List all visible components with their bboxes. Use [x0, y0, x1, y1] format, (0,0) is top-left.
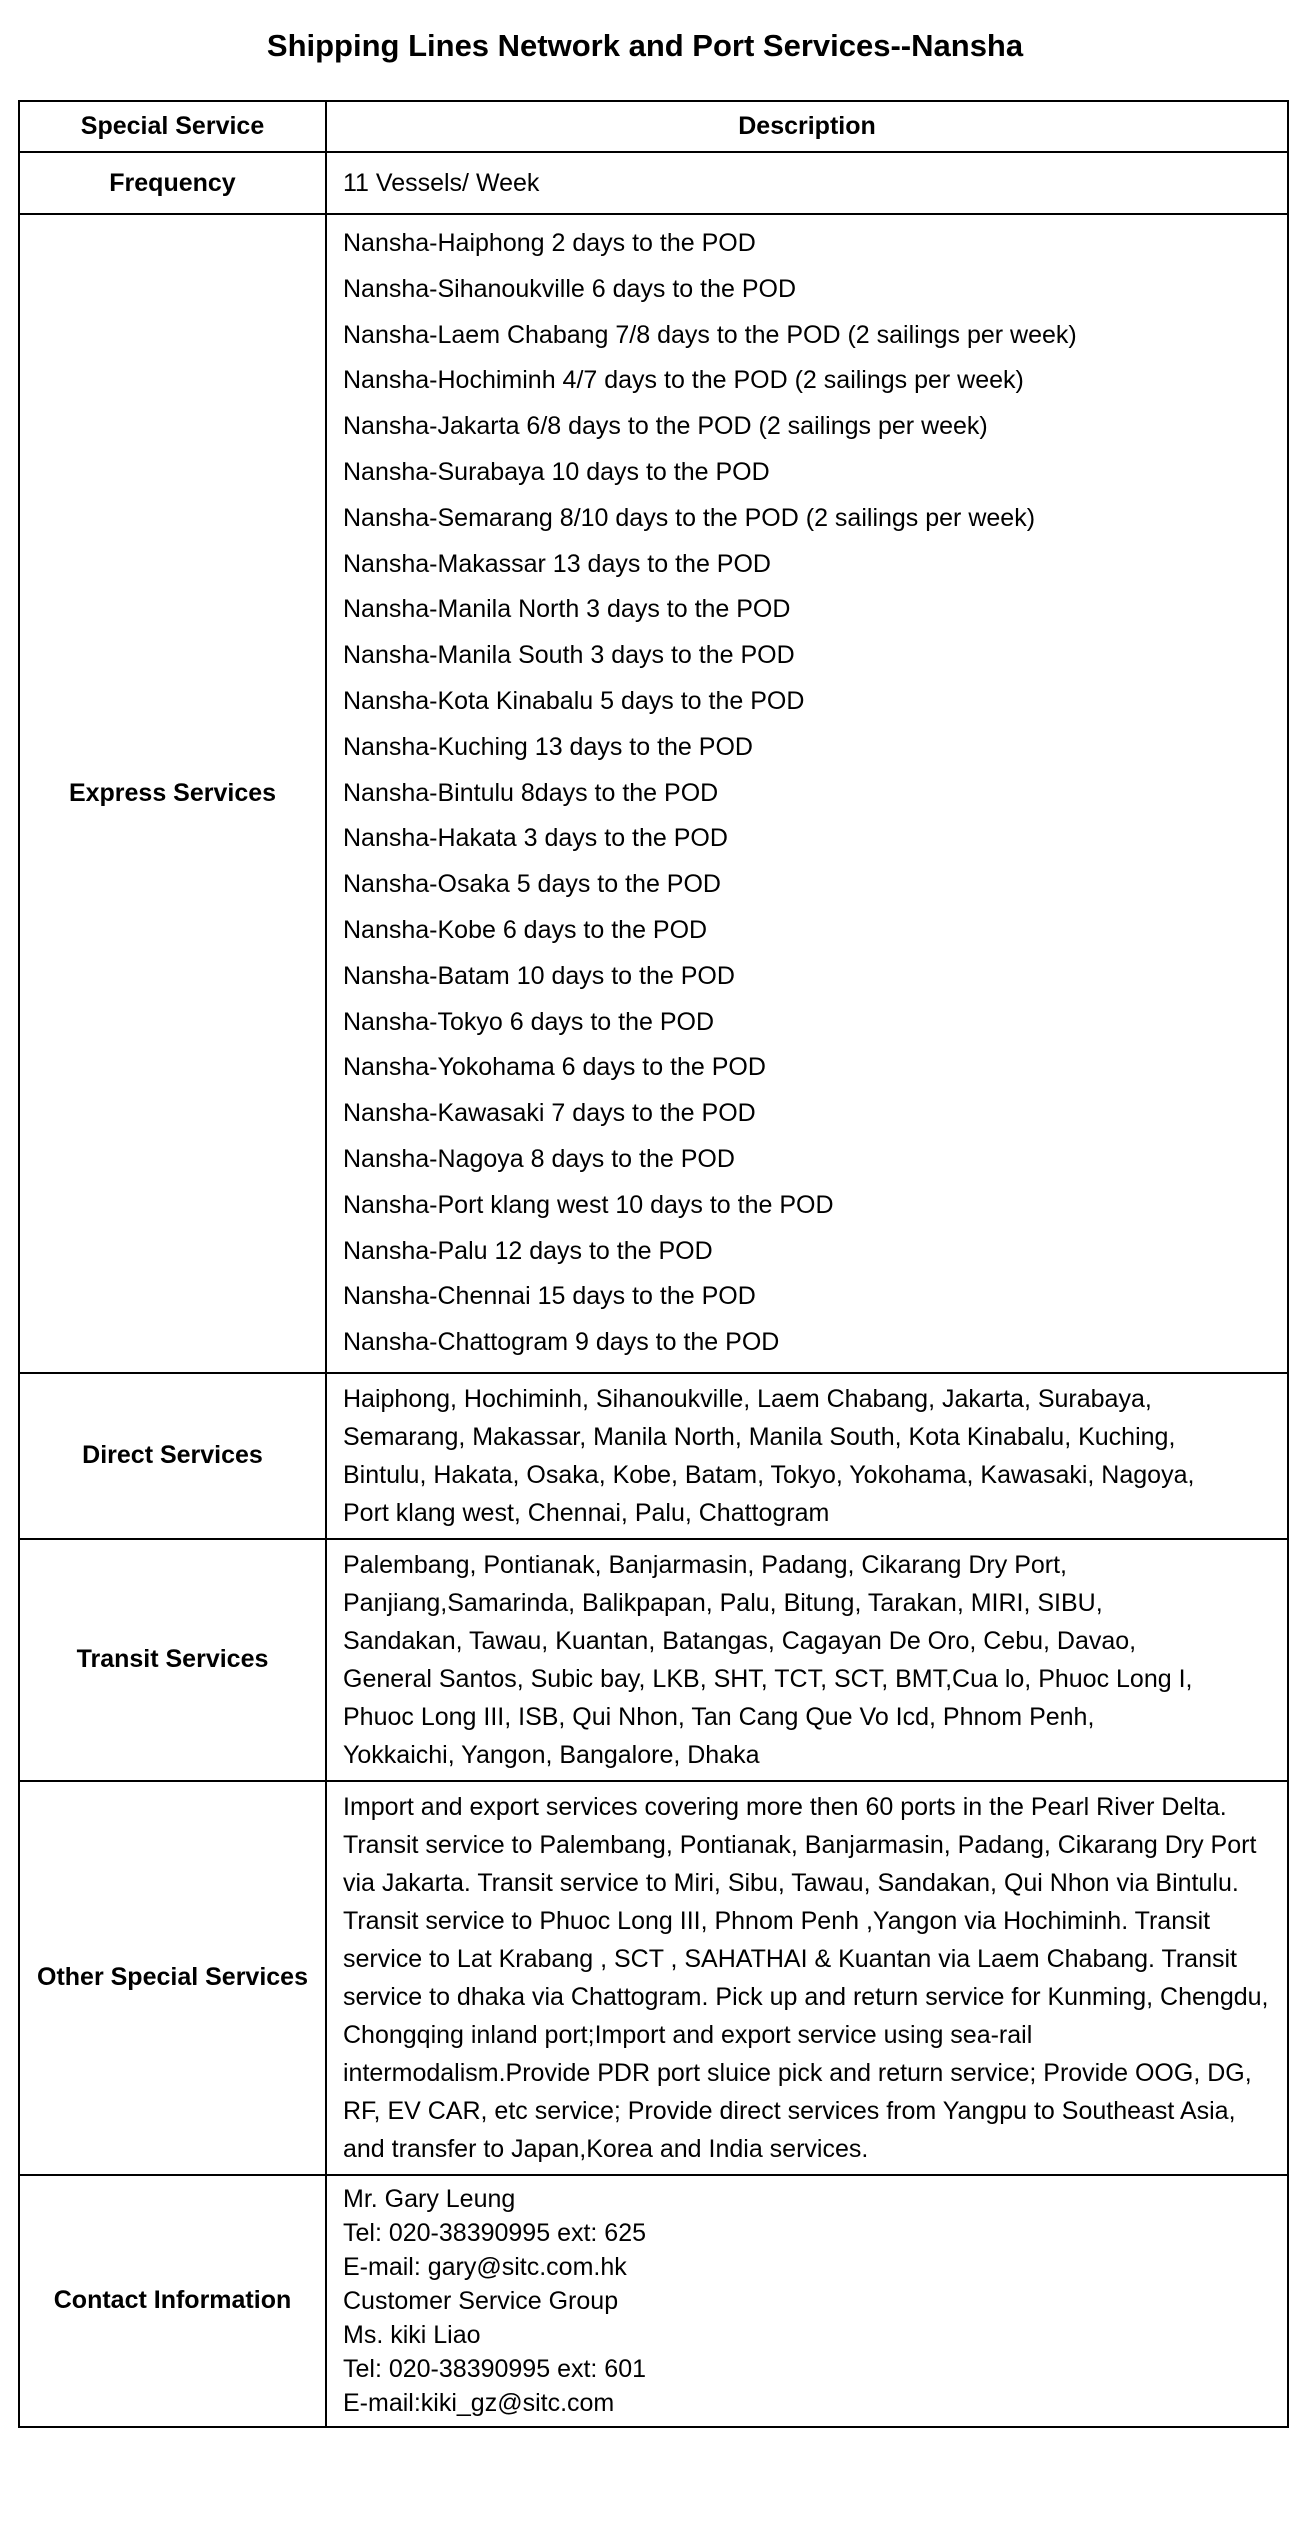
other-label: Other Special Services: [18, 1779, 327, 2176]
list-item: Nansha-Sihanoukville 6 days to the POD: [343, 274, 797, 303]
list-item: Ms. kiki Liao: [343, 2320, 481, 2349]
list-item: Nansha-Batam 10 days to the POD: [343, 961, 735, 990]
list-item: Nansha-Bintulu 8days to the POD: [343, 778, 719, 807]
express-list: Nansha-Haiphong 2 days to the POD Nansha-…: [325, 213, 1289, 1374]
other-paragraph: Transit service to Palembang, Pontianak,…: [343, 1830, 1269, 2163]
list-item: Yokkaichi, Yangon, Bangalore, Dhaka: [343, 1740, 760, 1769]
other-row: Other Special Services Import and export…: [18, 1779, 1289, 2176]
list-item: Haiphong, Hochiminh, Sihanoukville, Laem…: [343, 1384, 1152, 1413]
list-item: Nansha-Haiphong 2 days to the POD: [343, 229, 756, 257]
transit-list: Palembang, Pontianak, Banjarmasin, Padan…: [325, 1537, 1289, 1782]
frequency-row: Frequency 11 Vessels/ Week: [18, 151, 1289, 215]
header-row: Special Service Description: [18, 100, 1289, 153]
express-label: Express Services: [18, 213, 327, 1374]
header-description: Description: [325, 100, 1289, 153]
list-item: Panjiang,Samarinda, Balikpapan, Palu, Bi…: [343, 1588, 1103, 1617]
list-item: Nansha-Hakata 3 days to the POD: [343, 824, 728, 853]
list-item: Nansha-Surabaya 10 days to the POD: [343, 457, 770, 486]
list-item: E-mail: gary@sitc.com.hk: [343, 2252, 627, 2281]
list-item: Tel: 020-38390995 ext: 625: [343, 2218, 647, 2247]
page-title: Shipping Lines Network and Port Services…: [266, 28, 1024, 63]
list-item: General Santos, Subic bay, LKB, SHT, TCT…: [343, 1664, 1193, 1693]
list-item: Nansha-Palu 12 days to the POD: [343, 1236, 713, 1265]
list-item: Nansha-Jakarta 6/8 days to the POD (2 sa…: [343, 412, 988, 441]
frequency-label: Frequency: [18, 151, 327, 215]
list-item: Nansha-Chennai 15 days to the POD: [343, 1282, 756, 1311]
list-item: Nansha-Manila North 3 days to the POD: [343, 595, 791, 624]
services-table: Special Service Description Frequency 11…: [18, 100, 1289, 2428]
direct-row: Direct Services Haiphong, Hochiminh, Sih…: [18, 1371, 1289, 1540]
list-item: Nansha-Port klang west 10 days to the PO…: [343, 1190, 834, 1219]
list-item: Nansha-Hochiminh 4/7 days to the POD (2 …: [343, 366, 1024, 395]
list-item: Nansha-Kuching 13 days to the POD: [343, 732, 753, 761]
list-item: Semarang, Makassar, Manila North, Manila…: [343, 1422, 1176, 1451]
list-item: Nansha-Kawasaki 7 days to the POD: [343, 1099, 756, 1128]
list-item: Nansha-Yokohama 6 days to the POD: [343, 1053, 766, 1082]
list-item: Nansha-Semarang 8/10 days to the POD (2 …: [343, 503, 1036, 532]
list-item: Phuoc Long III, ISB, Qui Nhon, Tan Cang …: [343, 1702, 1095, 1731]
list-item: Palembang, Pontianak, Banjarmasin, Padan…: [343, 1550, 1067, 1579]
list-item: Nansha-Kobe 6 days to the POD: [343, 915, 708, 944]
list-item: Port klang west, Chennai, Palu, Chattogr…: [343, 1498, 830, 1527]
list-item: Nansha-Nagoya 8 days to the POD: [343, 1144, 735, 1173]
list-item: E-mail:kiki_gz@sitc.com: [343, 2388, 615, 2417]
transit-label: Transit Services: [18, 1537, 327, 1782]
direct-list: Haiphong, Hochiminh, Sihanoukville, Laem…: [325, 1371, 1289, 1540]
list-item: Tel: 020-38390995 ext: 601: [343, 2354, 647, 2383]
transit-row: Transit Services Palembang, Pontianak, B…: [18, 1537, 1289, 1782]
list-item: Nansha-Chattogram 9 days to the POD: [343, 1328, 780, 1357]
list-item: Nansha-Manila South 3 days to the POD: [343, 641, 795, 670]
contact-list: Mr. Gary Leung Tel: 020-38390995 ext: 625…: [325, 2173, 1289, 2428]
express-row: Express Services Nansha-Haiphong 2 days …: [18, 213, 1289, 1374]
contact-label: Contact Information: [18, 2173, 327, 2428]
header-special-service: Special Service: [18, 100, 327, 153]
other-description: Import and export services covering more…: [325, 1779, 1289, 2176]
contact-row: Contact Information Mr. Gary Leung Tel: 0…: [18, 2173, 1289, 2428]
other-paragraph: Import and export services covering more…: [343, 1792, 1227, 1821]
list-item: Nansha-Laem Chabang 7/8 days to the POD …: [343, 320, 1077, 349]
list-item: Nansha-Kota Kinabalu 5 days to the POD: [343, 686, 805, 715]
frequency-value: 11 Vessels/ Week: [325, 151, 1289, 215]
list-item: Nansha-Makassar 13 days to the POD: [343, 549, 771, 578]
list-item: Customer Service Group: [343, 2286, 619, 2315]
list-item: Bintulu, Hakata, Osaka, Kobe, Batam, Tok…: [343, 1460, 1195, 1489]
list-item: Mr. Gary Leung: [343, 2184, 516, 2213]
list-item: Nansha-Tokyo 6 days to the POD: [343, 1007, 715, 1036]
list-item: Nansha-Osaka 5 days to the POD: [343, 870, 721, 899]
direct-label: Direct Services: [18, 1371, 327, 1540]
list-item: Sandakan, Tawau, Kuantan, Batangas, Caga…: [343, 1626, 1137, 1655]
